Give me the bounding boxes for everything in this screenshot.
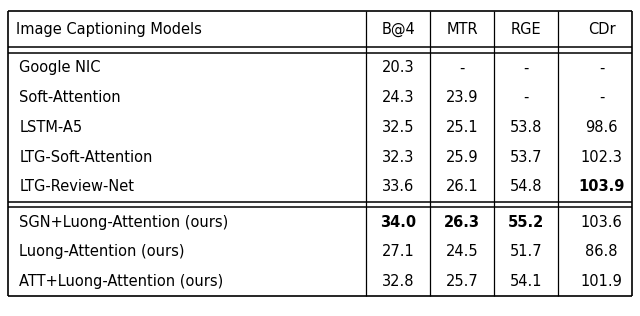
Text: -: -: [524, 90, 529, 105]
Text: 53.7: 53.7: [510, 149, 542, 165]
Text: 20.3: 20.3: [382, 60, 414, 76]
Text: -: -: [599, 90, 604, 105]
Text: 54.1: 54.1: [510, 274, 542, 289]
Text: 86.8: 86.8: [586, 244, 618, 259]
Text: 34.0: 34.0: [380, 215, 416, 230]
Text: Luong-Attention (ours): Luong-Attention (ours): [19, 244, 185, 259]
Text: 103.6: 103.6: [580, 215, 623, 230]
Text: 33.6: 33.6: [382, 179, 414, 194]
Text: 103.9: 103.9: [579, 179, 625, 194]
Text: 55.2: 55.2: [508, 215, 544, 230]
Text: RGE: RGE: [511, 22, 541, 37]
Text: SGN+Luong-Attention (ours): SGN+Luong-Attention (ours): [19, 215, 228, 230]
Text: 25.7: 25.7: [445, 274, 479, 289]
Text: 25.9: 25.9: [446, 149, 478, 165]
Text: Image Captioning Models: Image Captioning Models: [16, 22, 202, 37]
Text: MTR: MTR: [446, 22, 478, 37]
Text: 32.8: 32.8: [382, 274, 414, 289]
Text: 24.5: 24.5: [446, 244, 478, 259]
Text: 25.1: 25.1: [446, 120, 478, 135]
Text: 101.9: 101.9: [580, 274, 623, 289]
Text: 26.3: 26.3: [444, 215, 480, 230]
Text: 102.3: 102.3: [580, 149, 623, 165]
Text: 32.3: 32.3: [382, 149, 414, 165]
Text: B@4: B@4: [381, 21, 415, 37]
Text: 32.5: 32.5: [382, 120, 414, 135]
Text: 27.1: 27.1: [381, 244, 415, 259]
Text: LTG-Review-Net: LTG-Review-Net: [19, 179, 134, 194]
Text: 24.3: 24.3: [382, 90, 414, 105]
Text: 98.6: 98.6: [586, 120, 618, 135]
Text: LSTM-A5: LSTM-A5: [19, 120, 83, 135]
Text: -: -: [460, 60, 465, 76]
Text: Soft-Attention: Soft-Attention: [19, 90, 121, 105]
Text: -: -: [599, 60, 604, 76]
Text: 23.9: 23.9: [446, 90, 478, 105]
Text: CDr: CDr: [588, 22, 616, 37]
Text: 51.7: 51.7: [510, 244, 542, 259]
Text: LTG-Soft-Attention: LTG-Soft-Attention: [19, 149, 152, 165]
Text: Google NIC: Google NIC: [19, 60, 100, 76]
Text: 54.8: 54.8: [510, 179, 542, 194]
Text: -: -: [524, 60, 529, 76]
Text: 26.1: 26.1: [446, 179, 478, 194]
Text: 53.8: 53.8: [510, 120, 542, 135]
Text: ATT+Luong-Attention (ours): ATT+Luong-Attention (ours): [19, 274, 223, 289]
